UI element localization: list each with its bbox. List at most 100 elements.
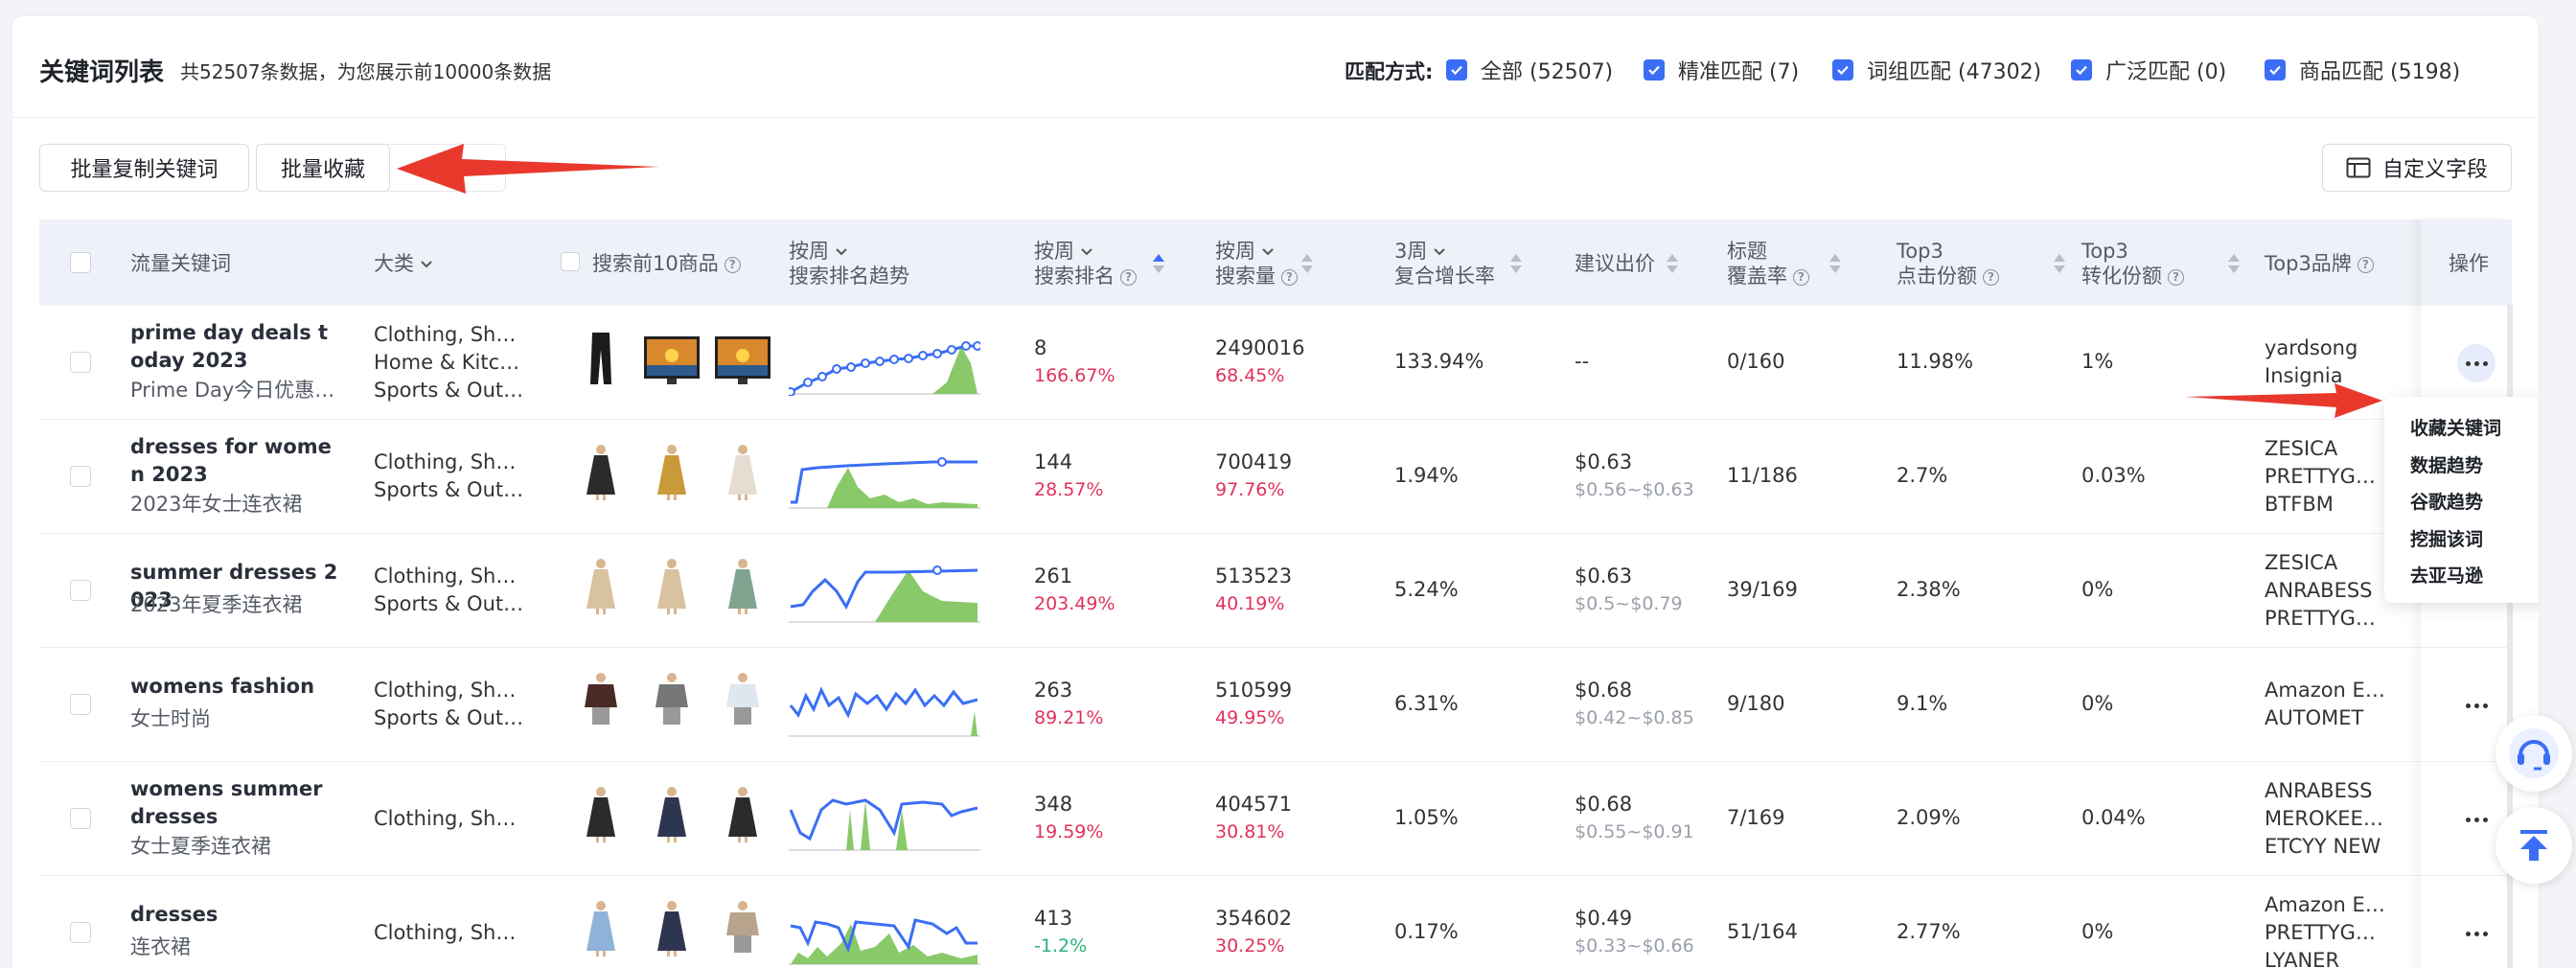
row-checkbox[interactable] xyxy=(70,694,91,715)
col-bid: 建议出价 xyxy=(1575,252,1655,275)
product-thumbnail[interactable] xyxy=(571,785,631,844)
rank-trend-sparkline[interactable] xyxy=(786,334,982,400)
col-rank[interactable]: 按周 搜索排名? xyxy=(1034,239,1137,288)
col-click-label-top: Top3 xyxy=(1897,240,1944,263)
product-thumbnail[interactable] xyxy=(642,785,702,844)
more-actions-button[interactable] xyxy=(2459,694,2494,717)
title-coverage: 9/180 xyxy=(1727,692,1785,715)
keyword-text[interactable]: womens fashion xyxy=(130,675,315,698)
product-thumbnail[interactable] xyxy=(713,443,772,502)
checkbox-checked-icon[interactable] xyxy=(2265,59,2286,81)
col-growth[interactable]: 3周 复合增长率 xyxy=(1394,239,1495,288)
help-icon[interactable]: ? xyxy=(1983,268,1999,286)
match-option-product[interactable]: 商品匹配 (5198) xyxy=(2265,55,2460,85)
row-checkbox[interactable] xyxy=(70,352,91,373)
custom-fields-button[interactable]: 自定义字段 xyxy=(2322,144,2512,192)
help-icon[interactable]: ? xyxy=(724,256,741,273)
volume-change: 68.45% xyxy=(1215,365,1285,386)
product-thumbnail[interactable] xyxy=(571,671,631,730)
col-rank-label: 搜索排名 xyxy=(1034,265,1115,288)
checkbox-checked-icon[interactable] xyxy=(2071,59,2092,81)
col-brand-label: Top3品牌 xyxy=(2265,252,2352,275)
category-item: Home & Kitc… xyxy=(374,350,520,374)
product-thumbnail[interactable] xyxy=(713,785,772,844)
row-checkbox[interactable] xyxy=(70,922,91,943)
sort-icon[interactable] xyxy=(1508,252,1524,275)
top3-conv-share: 0% xyxy=(2082,692,2114,715)
product-thumbnail[interactable] xyxy=(642,671,702,730)
top-products xyxy=(571,785,772,844)
suggested-bid: $0.68 $0.55~$0.91 xyxy=(1575,791,1694,846)
product-thumbnail[interactable] xyxy=(571,329,631,388)
col-category[interactable]: 大类 xyxy=(374,251,433,276)
rank-trend-sparkline[interactable] xyxy=(789,905,980,968)
sort-icon[interactable] xyxy=(1300,252,1315,275)
row-checkbox[interactable] xyxy=(70,808,91,829)
more-actions-button[interactable] xyxy=(2459,922,2494,945)
bulk-copy-keywords-button[interactable]: 批量复制关键词 xyxy=(39,144,249,192)
back-to-top-button[interactable] xyxy=(2496,807,2572,884)
product-thumbnail[interactable] xyxy=(642,443,702,502)
bulk-collect-button[interactable]: 批量收藏 xyxy=(256,144,390,192)
select-all-checkbox[interactable] xyxy=(70,252,91,273)
rank-trend-sparkline[interactable] xyxy=(789,677,980,742)
sort-icon[interactable] xyxy=(2226,252,2242,275)
rank-trend-sparkline[interactable] xyxy=(789,563,980,628)
product-thumbnail[interactable] xyxy=(642,329,702,388)
checkbox-checked-icon[interactable] xyxy=(1446,59,1467,81)
suggested-bid: $0.63 $0.56~$0.63 xyxy=(1575,449,1694,504)
help-icon[interactable]: ? xyxy=(2168,268,2184,286)
sort-icon[interactable] xyxy=(1828,252,1843,275)
product-thumbnail[interactable] xyxy=(713,899,772,958)
keyword-text[interactable]: womens summer dresses xyxy=(130,777,323,828)
rank-change: 28.57% xyxy=(1034,479,1104,500)
product-thumbnail[interactable] xyxy=(713,557,772,616)
keyword-text[interactable]: dresses xyxy=(130,903,218,926)
menu-item-data-trend[interactable]: 数据趋势 xyxy=(2410,454,2484,476)
product-thumbnail[interactable] xyxy=(571,443,631,502)
custom-fields-label: 自定义字段 xyxy=(2381,158,2488,182)
keyword-text[interactable]: prime day deals today 2023 xyxy=(130,321,329,372)
bid-value: -- xyxy=(1575,350,1590,373)
product-thumbnail[interactable] xyxy=(713,671,772,730)
row-checkbox[interactable] xyxy=(70,580,91,601)
match-option-all[interactable]: 全部 (52507) xyxy=(1446,55,1613,85)
bid-range: $0.55~$0.91 xyxy=(1575,821,1694,842)
product-thumbnail[interactable] xyxy=(713,329,772,388)
rank-trend-sparkline[interactable] xyxy=(789,449,980,514)
sort-asc-active-icon[interactable] xyxy=(1151,252,1166,275)
more-actions-button[interactable] xyxy=(2459,808,2494,831)
vertical-scrollbar[interactable] xyxy=(2507,304,2513,968)
menu-item-go-amazon[interactable]: 去亚马逊 xyxy=(2410,565,2484,587)
rank-trend-sparkline[interactable] xyxy=(789,791,980,856)
top10-checkbox[interactable] xyxy=(561,252,580,271)
help-icon[interactable]: ? xyxy=(2357,256,2374,273)
product-thumbnail[interactable] xyxy=(571,899,631,958)
row-checkbox[interactable] xyxy=(70,466,91,487)
checkbox-checked-icon[interactable] xyxy=(1644,59,1665,81)
col-trend[interactable]: 按周 搜索排名趋势 xyxy=(789,239,909,288)
menu-item-google-trend[interactable]: 谷歌趋势 xyxy=(2410,492,2484,513)
help-icon[interactable]: ? xyxy=(1793,268,1809,286)
match-option-broad[interactable]: 广泛匹配 (0) xyxy=(2071,55,2226,85)
match-option-phrase[interactable]: 词组匹配 (47302) xyxy=(1832,55,2041,85)
sort-icon[interactable] xyxy=(2052,252,2067,275)
help-icon[interactable]: ? xyxy=(1120,268,1137,286)
product-thumbnail[interactable] xyxy=(642,899,702,958)
sort-icon[interactable] xyxy=(1665,252,1680,275)
col-title-label-top: 标题 xyxy=(1727,240,1767,263)
headset-icon xyxy=(2509,728,2559,778)
product-thumbnail[interactable] xyxy=(571,557,631,616)
product-thumbnail[interactable] xyxy=(642,557,702,616)
menu-item-collect-keyword[interactable]: 收藏关键词 xyxy=(2410,418,2502,439)
menu-item-mine-keyword[interactable]: 挖掘该词 xyxy=(2410,528,2484,550)
keyword-text[interactable]: dresses for women 2023 xyxy=(130,435,332,486)
suggested-bid: $0.63 $0.5~$0.79 xyxy=(1575,563,1683,618)
checkbox-checked-icon[interactable] xyxy=(1832,59,1853,81)
customer-service-button[interactable] xyxy=(2496,715,2572,792)
more-actions-button[interactable] xyxy=(2457,344,2496,382)
col-volume[interactable]: 按周 搜索量? xyxy=(1215,239,1298,288)
match-option-exact[interactable]: 精准匹配 (7) xyxy=(1644,55,1799,85)
keyword-text[interactable]: summer dresses 2023 xyxy=(130,561,338,611)
help-icon[interactable]: ? xyxy=(1281,268,1298,286)
